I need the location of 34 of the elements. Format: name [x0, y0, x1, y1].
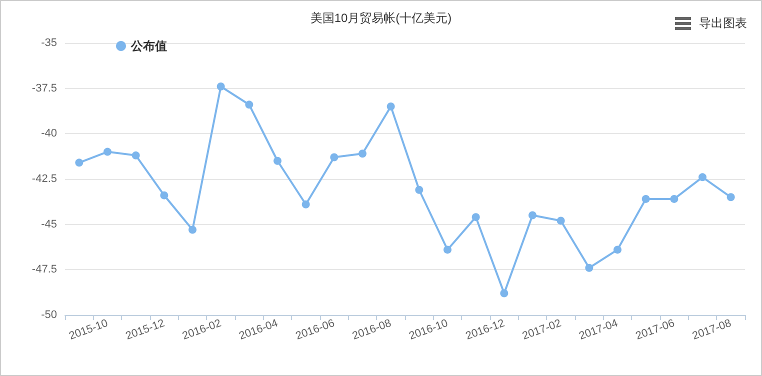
point [585, 264, 594, 272]
y-tick-label: -42.5 [32, 173, 57, 185]
y-tick-label: -50 [41, 309, 57, 321]
text: 导出图表 [699, 15, 747, 32]
point [245, 100, 254, 109]
point [614, 246, 622, 254]
y-tick-label: -35 [41, 37, 57, 49]
chart-title: 美国10月贸易帐(十亿美元) [310, 11, 452, 25]
point [188, 226, 196, 234]
point [726, 193, 735, 202]
point [670, 194, 678, 203]
point [274, 156, 282, 165]
point [500, 289, 508, 298]
point [556, 216, 565, 225]
point [415, 186, 424, 194]
point [698, 173, 706, 182]
point [160, 191, 168, 200]
y-tick-label: -47.5 [32, 264, 57, 276]
point [358, 150, 366, 158]
y-tick-label: -40 [41, 128, 57, 140]
y-tick-label: -45 [41, 218, 57, 230]
point [132, 151, 140, 160]
y-tick-label: -37.5 [32, 82, 57, 94]
point [642, 194, 650, 203]
point [216, 82, 225, 91]
point [444, 246, 452, 254]
point [528, 211, 536, 220]
point [104, 148, 112, 156]
point [386, 102, 395, 110]
point [472, 213, 480, 222]
point [302, 200, 310, 208]
point [75, 158, 84, 167]
point [330, 153, 338, 162]
legend-label: 公布值 [130, 39, 167, 53]
